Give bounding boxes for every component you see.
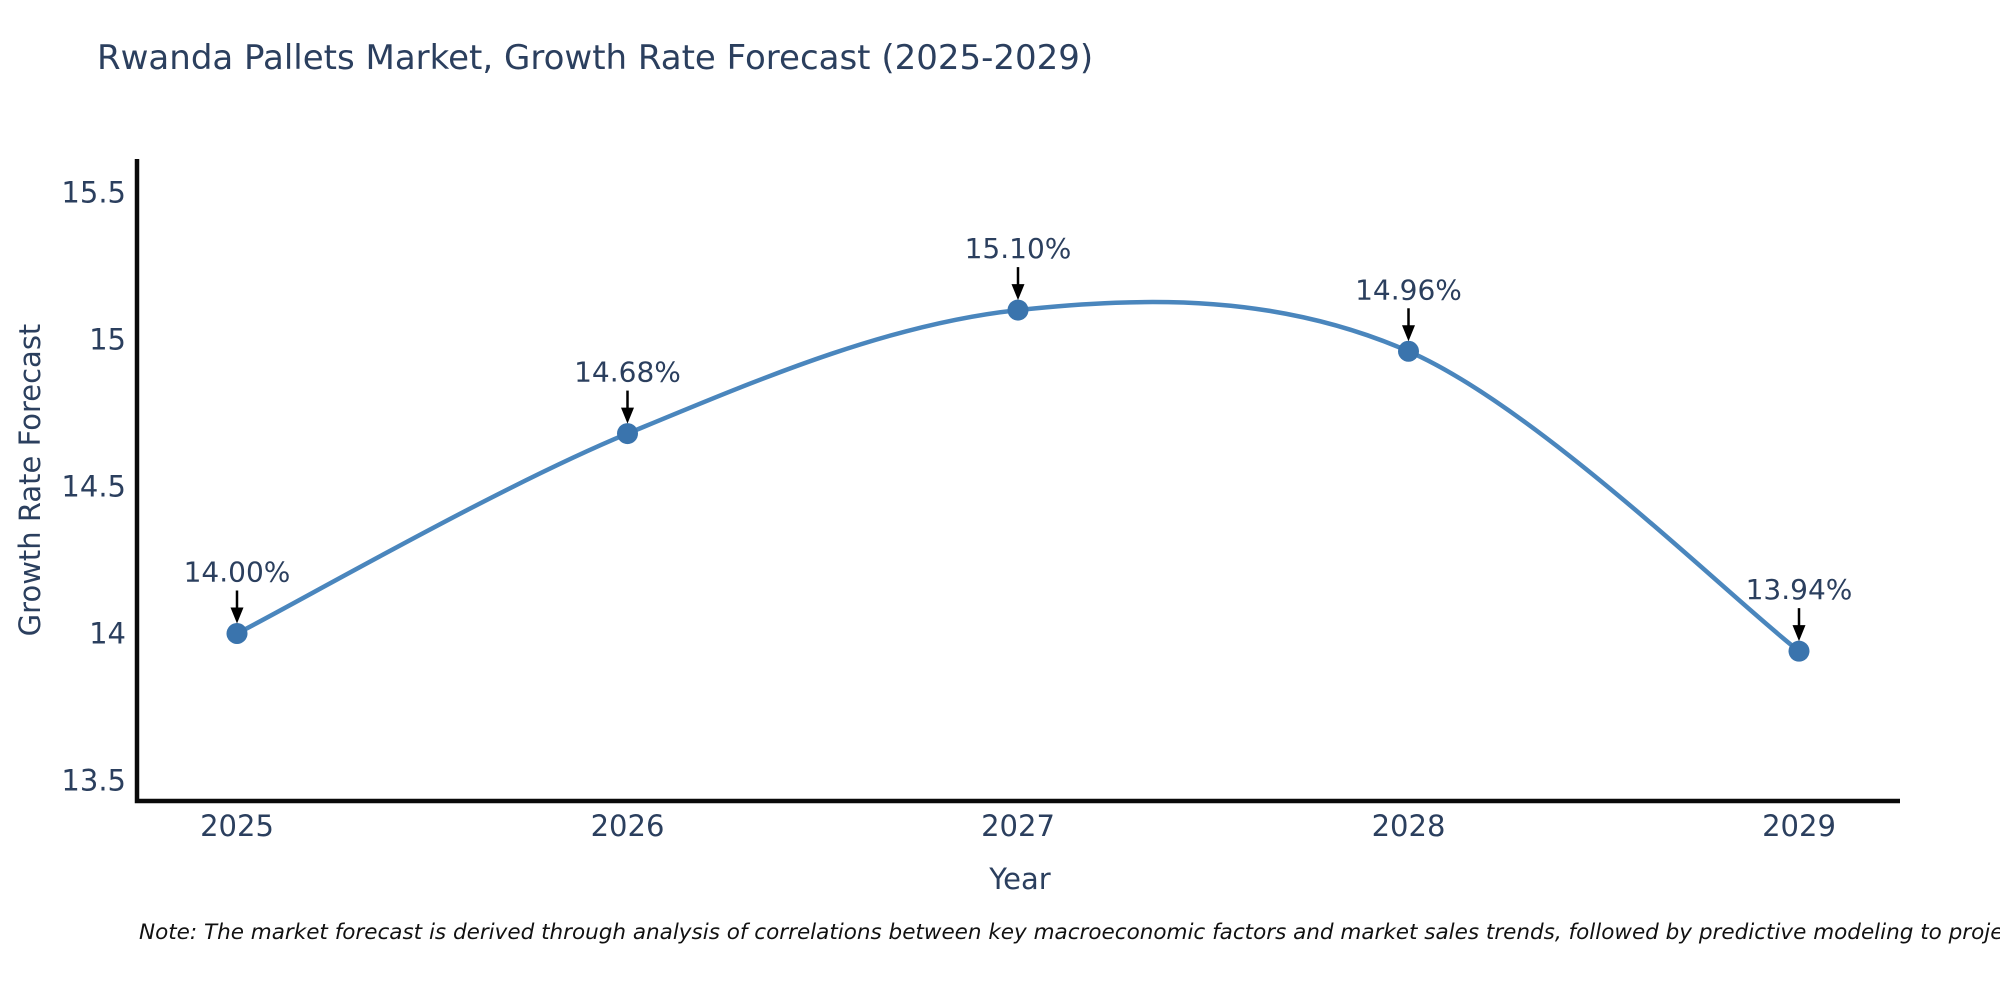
axis-spines (134, 159, 1900, 804)
data-point-label: 14.68% (574, 356, 681, 389)
x-tick-label: 2029 (1762, 809, 1836, 843)
annotation-arrow-head (1792, 625, 1806, 642)
data-point-label: 13.94% (1746, 573, 1853, 606)
data-point-marker (1007, 299, 1029, 321)
x-tick-label: 2025 (200, 809, 274, 843)
x-tick-label: 2026 (591, 809, 665, 843)
x-tick-label: 2028 (1372, 809, 1446, 843)
y-tick-label: 15.5 (61, 176, 126, 210)
annotation-arrow-head (230, 607, 244, 624)
chart-footnote: Note: The market forecast is derived thr… (139, 920, 2000, 945)
y-axis-title-text: Growth Rate Forecast (13, 323, 47, 637)
data-point-marker (226, 623, 248, 644)
data-point-marker (1788, 640, 1810, 662)
x-axis-title: Year (989, 862, 1051, 896)
chart-title: Rwanda Pallets Market, Growth Rate Forec… (97, 38, 1094, 78)
annotation-arrow-head (1011, 284, 1025, 301)
y-tick-label: 15 (89, 323, 126, 357)
annotation-arrow-head (621, 407, 634, 424)
data-point-label: 15.10% (965, 232, 1072, 265)
data-point-marker (617, 423, 638, 445)
data-point-label: 14.00% (184, 556, 291, 589)
data-point-marker (1398, 340, 1419, 362)
y-tick-label: 13.5 (61, 764, 126, 798)
y-tick-label: 14 (89, 617, 126, 651)
annotation-arrow-head (1402, 325, 1415, 342)
y-tick-label: 14.5 (61, 470, 126, 504)
x-tick-label: 2027 (981, 809, 1055, 843)
forecast-line (234, 299, 1802, 654)
data-point-label: 14.96% (1355, 273, 1462, 306)
